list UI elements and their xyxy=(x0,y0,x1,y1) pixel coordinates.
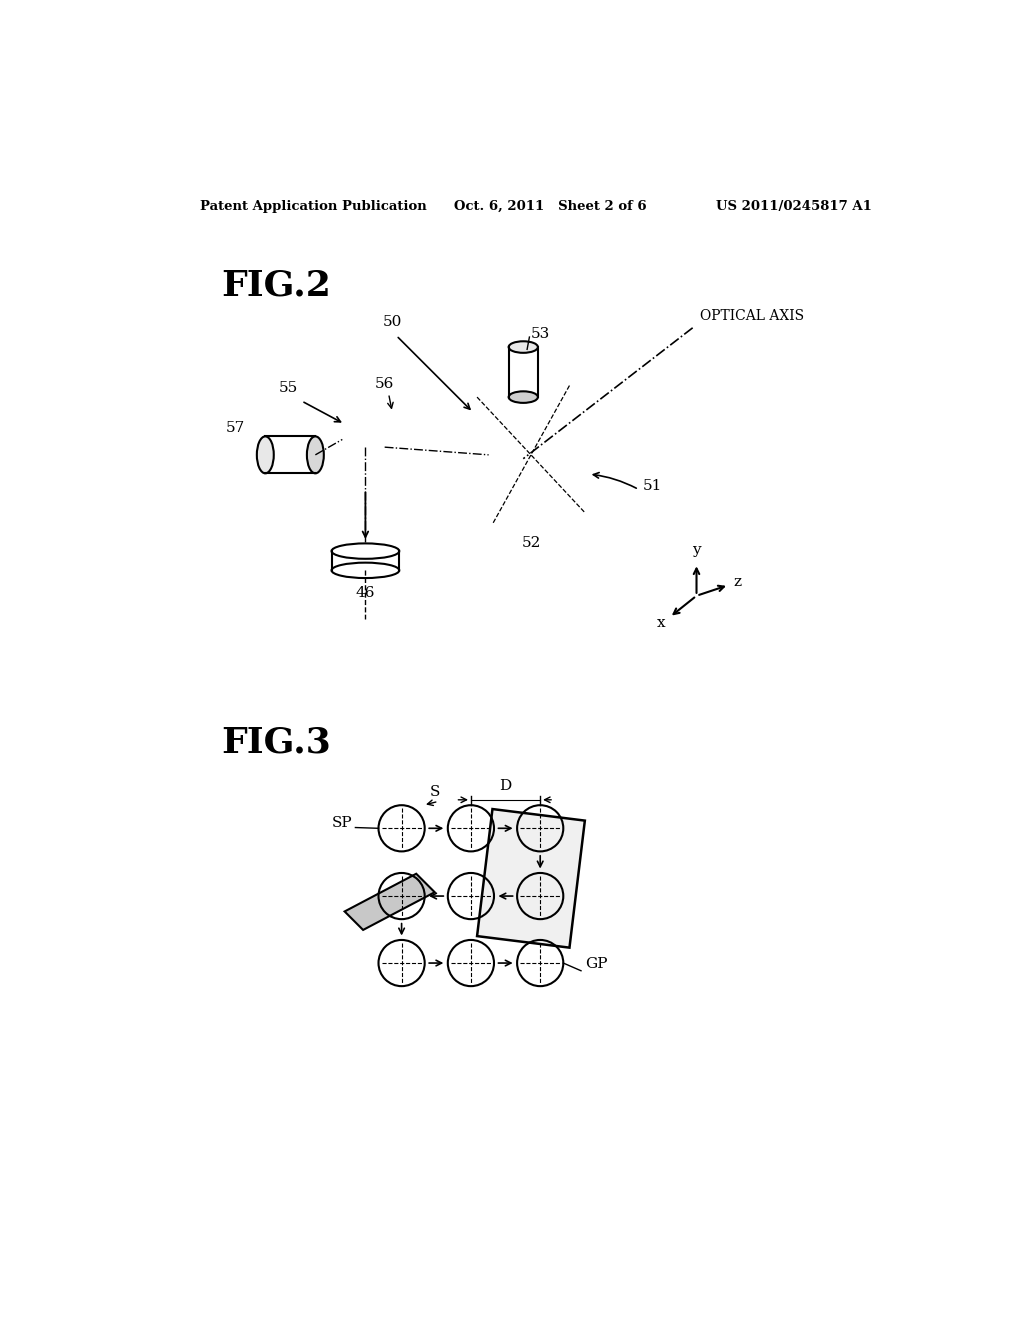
Text: z: z xyxy=(733,576,741,589)
Text: Oct. 6, 2011   Sheet 2 of 6: Oct. 6, 2011 Sheet 2 of 6 xyxy=(454,199,646,213)
Text: OPTICAL AXIS: OPTICAL AXIS xyxy=(700,309,805,323)
Text: D: D xyxy=(500,779,512,793)
Text: 50: 50 xyxy=(383,315,402,329)
Text: 53: 53 xyxy=(531,327,550,341)
Polygon shape xyxy=(477,809,585,948)
Ellipse shape xyxy=(257,437,273,474)
Polygon shape xyxy=(345,874,435,929)
Text: SP: SP xyxy=(332,816,352,830)
Ellipse shape xyxy=(509,342,538,352)
Text: S: S xyxy=(429,785,440,799)
Text: 55: 55 xyxy=(279,380,298,395)
Text: FIG.2: FIG.2 xyxy=(221,268,332,302)
Text: y: y xyxy=(692,544,700,557)
Text: 52: 52 xyxy=(521,536,541,549)
Text: US 2011/0245817 A1: US 2011/0245817 A1 xyxy=(716,199,871,213)
Text: x: x xyxy=(657,615,666,630)
Text: GP: GP xyxy=(585,957,607,972)
Ellipse shape xyxy=(307,437,324,474)
Text: 51: 51 xyxy=(643,479,662,492)
Text: Patent Application Publication: Patent Application Publication xyxy=(200,199,427,213)
Text: FIG.3: FIG.3 xyxy=(221,725,332,759)
Text: 57: 57 xyxy=(225,421,245,434)
Text: 46: 46 xyxy=(355,586,375,599)
Text: 56: 56 xyxy=(375,378,394,391)
Ellipse shape xyxy=(509,391,538,403)
